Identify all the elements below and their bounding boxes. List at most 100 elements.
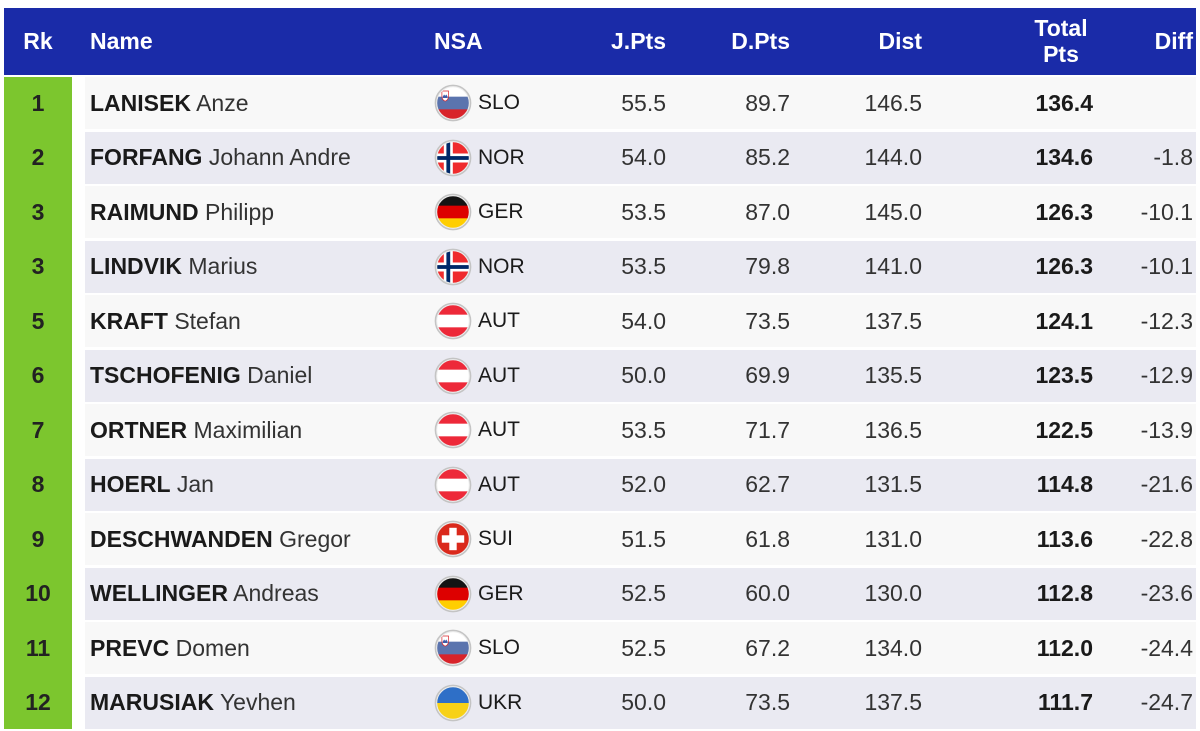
nsa-code-label: UKR [478,690,523,714]
athlete-last-name: LANISEK [90,89,191,116]
row-body: MARUSIAK Yevhen UKR 50.0 73.5 137.5 111.… [85,676,1196,729]
athlete-name-cell: DESCHWANDEN Gregor [85,526,430,553]
judge-points-cell: 51.5 [621,525,666,552]
row-body: PREVC Domen SLO 52.5 67.2 134.0 112.0 -2… [85,622,1196,675]
col-header-name: Name [90,28,153,54]
distance-points-cell: 73.5 [745,689,790,716]
table-row: 10 WELLINGER Andreas GER 52.5 60.0 130.0… [4,567,1196,620]
row-gutter [72,132,85,184]
row-gutter [72,241,85,293]
flag-slo-icon [434,629,472,667]
judge-points-cell: 55.5 [621,89,666,116]
flag-aut-icon [434,466,472,504]
flag-sui-icon [434,520,472,558]
distance-cell: 131.5 [864,471,922,498]
col-header-distance: Dist [878,28,922,54]
distance-points-cell: 61.8 [745,525,790,552]
flag-ger-icon [434,193,472,231]
nsa-cell: GER [430,193,570,231]
results-table: Rk Name NSA J.Pts D.Pts Dist Total Pts D… [4,8,1196,729]
flag-slo-icon [434,629,472,667]
athlete-name-cell: LANISEK Anze [85,90,430,117]
row-gutter [72,295,85,347]
diff-cell: -13.9 [1140,416,1193,443]
athlete-first-name: Philipp [205,198,275,225]
table-row: 9 DESCHWANDEN Gregor SUI 51.5 61.8 131.0… [4,513,1196,566]
rank-cell: 10 [25,580,51,607]
total-points-cell: 126.3 [1035,253,1093,280]
row-gutter [72,677,85,729]
flag-ukr-icon [434,684,472,722]
row-gutter [72,459,85,511]
athlete-last-name: PREVC [90,634,170,661]
flag-nor-icon [434,248,472,286]
athlete-first-name: Daniel [247,362,313,389]
judge-points-cell: 53.5 [621,253,666,280]
row-gutter [72,622,85,674]
row-gutter [72,568,85,620]
col-header-judge-points: J.Pts [611,28,666,54]
nsa-cell: NOR [430,139,570,177]
distance-points-cell: 73.5 [745,307,790,334]
athlete-name-cell: MARUSIAK Yevhen [85,689,430,716]
rank-cell: 9 [31,525,45,552]
row-body: KRAFT Stefan AUT 54.0 73.5 137.5 124.1 -… [85,295,1196,348]
nsa-cell: AUT [430,357,570,395]
distance-points-cell: 87.0 [745,198,790,225]
judge-points-cell: 54.0 [621,144,666,171]
nsa-cell: SLO [430,629,570,667]
athlete-name-cell: HOERL Jan [85,471,430,498]
total-points-cell: 136.4 [1035,89,1093,116]
nsa-cell: GER [430,575,570,613]
athlete-name-cell: PREVC Domen [85,635,430,662]
diff-cell: -21.6 [1140,471,1193,498]
nsa-code-label: GER [478,200,524,224]
flag-aut-icon [434,357,472,395]
diff-cell: -10.1 [1140,198,1193,225]
rank-cell: 11 [25,634,51,661]
flag-aut-icon [434,357,472,395]
table-body-rows: 1 LANISEK Anze SLO 55.5 89.7 146.5 136.4… [4,77,1196,729]
athlete-name-cell: ORTNER Maximilian [85,417,430,444]
athlete-first-name: Gregor [279,525,351,552]
nsa-cell: AUT [430,466,570,504]
distance-points-cell: 71.7 [745,416,790,443]
row-body: HOERL Jan AUT 52.0 62.7 131.5 114.8 -21.… [85,458,1196,511]
flag-ger-icon [434,575,472,613]
athlete-name-cell: KRAFT Stefan [85,308,430,335]
table-row: 5 KRAFT Stefan AUT 54.0 73.5 137.5 124.1… [4,295,1196,348]
flag-nor-icon [434,139,472,176]
total-points-cell: 111.7 [1037,689,1093,716]
distance-points-cell: 79.8 [745,253,790,280]
flag-ukr-icon [434,684,472,722]
distance-cell: 130.0 [864,580,922,607]
distance-cell: 134.0 [864,634,922,661]
nsa-code-label: GER [478,581,524,605]
nsa-code-label: AUT [478,418,520,442]
row-body: WELLINGER Andreas GER 52.5 60.0 130.0 11… [85,567,1196,620]
table-row: 6 TSCHOFENIG Daniel AUT 50.0 69.9 135.5 … [4,349,1196,402]
col-header-rank: Rk [23,28,53,54]
diff-cell: -23.6 [1140,580,1193,607]
judge-points-cell: 53.5 [621,198,666,225]
athlete-name-cell: FORFANG Johann Andre [85,144,430,171]
flag-ger-icon [434,575,472,613]
diff-cell: -1.8 [1153,144,1193,171]
athlete-name-cell: LINDVIK Marius [85,253,430,280]
judge-points-cell: 52.5 [621,634,666,661]
col-header-diff: Diff [1154,28,1193,54]
nsa-code-label: AUT [478,309,520,333]
nsa-cell: UKR [430,684,570,722]
athlete-last-name: MARUSIAK [90,689,214,716]
table-row: 8 HOERL Jan AUT 52.0 62.7 131.5 114.8 -2… [4,458,1196,511]
col-header-distance-points: D.Pts [731,28,790,54]
row-gutter [72,513,85,565]
rank-cell: 3 [31,253,45,280]
athlete-first-name: Jan [176,471,214,498]
row-body: LANISEK Anze SLO 55.5 89.7 146.5 136.4 [85,77,1196,130]
athlete-name-cell: TSCHOFENIG Daniel [85,362,430,389]
rank-cell: 12 [25,689,51,716]
diff-cell: -22.8 [1140,525,1193,552]
total-points-cell: 122.5 [1035,416,1093,443]
distance-points-cell: 62.7 [745,471,790,498]
